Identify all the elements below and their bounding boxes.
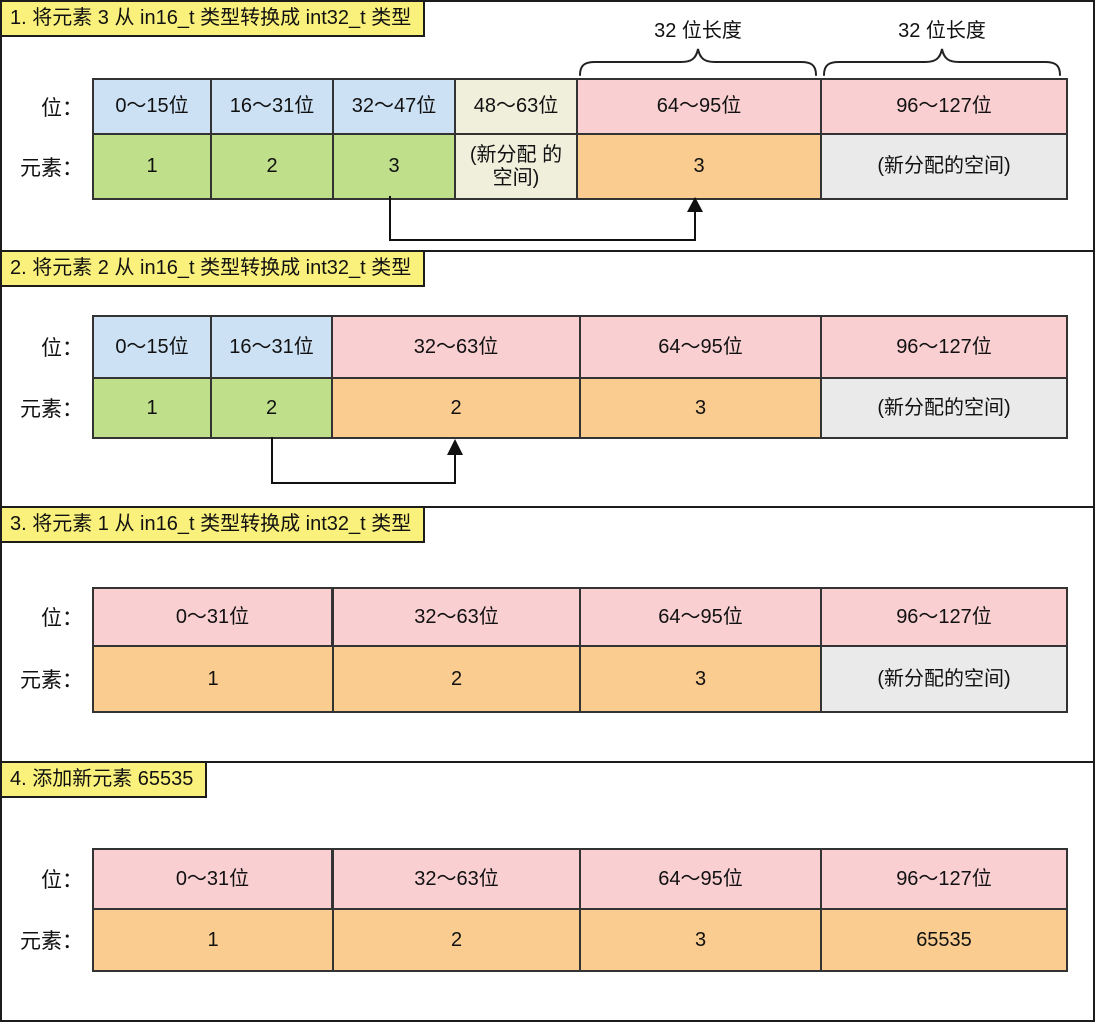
bit-cell: 16～31位: [212, 317, 333, 379]
bit-cell: 32～63位: [334, 589, 581, 647]
section-3-box: 3. 将元素 1 从 in16_t 类型转换成 int32_t 类型 位： 元素…: [0, 506, 1095, 763]
elem-cell: 2: [334, 910, 581, 970]
elem-row-label: 元素：: [20, 398, 83, 421]
bit-cell: 16～31位: [212, 80, 334, 135]
elem-cell: 3: [334, 135, 456, 198]
bit-row-label: 位：: [41, 607, 83, 630]
length-brace-icon: [579, 48, 817, 76]
section-2-box: 2. 将元素 2 从 in16_t 类型转换成 int32_t 类型 位： 元素…: [0, 250, 1095, 508]
elem-cell: (新分配的空间): [822, 135, 1066, 198]
elem-cell: 1: [94, 647, 334, 711]
section-1-title: 1. 将元素 3 从 in16_t 类型转换成 int32_t 类型: [0, 0, 426, 37]
brace-label-right: 32 位长度: [898, 20, 986, 42]
bit-cell: 64～95位: [581, 317, 822, 379]
elem-cell: 3: [581, 379, 822, 437]
elem-cell: (新分配的空间): [822, 379, 1066, 437]
elem-cell: 2: [333, 379, 581, 437]
bit-cell: 32～63位: [334, 850, 581, 910]
bit-cell: 0～31位: [94, 589, 334, 647]
elem-cell: 65535: [822, 910, 1066, 970]
elem-cell: 2: [212, 379, 333, 437]
bit-row-label: 位：: [41, 337, 83, 360]
elem-cell: (新分配 的空间): [456, 135, 578, 198]
bit-row-label: 位：: [41, 96, 83, 120]
memory-table: 0～31位 32～63位 64～95位 96～127位 1 2 3 (新分配的空…: [92, 587, 1068, 713]
bit-cell: 96～127位: [822, 317, 1066, 379]
bit-cell: 96～127位: [822, 80, 1066, 135]
bit-cell: 96～127位: [822, 589, 1066, 647]
memory-table: 0～15位 16～31位 32～47位 48～63位 64～95位 96～127…: [92, 78, 1068, 200]
section-3-title: 3. 将元素 1 从 in16_t 类型转换成 int32_t 类型: [0, 506, 426, 543]
elem-cell: 2: [334, 647, 581, 711]
memory-table: 0～31位 32～63位 64～95位 96～127位 1 2 3 65535: [92, 848, 1068, 972]
elem-cell: 3: [578, 135, 822, 198]
bit-row-label: 位：: [41, 869, 83, 892]
elem-cell: 3: [581, 910, 822, 970]
bit-cell: 0～31位: [94, 850, 334, 910]
elem-cell: 1: [94, 135, 212, 198]
brace-label-left: 32 位长度: [654, 20, 742, 42]
section-2-title: 2. 将元素 2 从 in16_t 类型转换成 int32_t 类型: [0, 250, 426, 287]
elem-cell: 1: [94, 910, 334, 970]
bit-cell: 32～47位: [334, 80, 456, 135]
bit-cell: 32～63位: [333, 317, 581, 379]
bit-cell: 64～95位: [581, 589, 822, 647]
bit-cell: 64～95位: [578, 80, 822, 135]
move-arrow-icon: [389, 196, 703, 241]
bit-cell: 48～63位: [456, 80, 578, 135]
memory-table: 0～15位 16～31位 32～63位 64～95位 96～127位 1 2 2…: [92, 315, 1068, 439]
elem-row-label: 元素：: [20, 930, 83, 953]
move-arrow-icon: [271, 437, 463, 484]
elem-cell: 3: [581, 647, 822, 711]
bit-cell: 0～15位: [94, 80, 212, 135]
bit-cell: 96～127位: [822, 850, 1066, 910]
elem-cell: 2: [212, 135, 334, 198]
bit-cell: 0～15位: [94, 317, 212, 379]
section-4-title: 4. 添加新元素 65535: [0, 761, 208, 798]
length-brace-icon: [823, 48, 1061, 76]
section-1-box: 1. 将元素 3 从 in16_t 类型转换成 int32_t 类型 32 位长…: [0, 0, 1095, 252]
section-4-box: 4. 添加新元素 65535 位： 元素： 0～31位 32～63位 64～95…: [0, 761, 1095, 1022]
elem-row-label: 元素：: [20, 669, 83, 692]
elem-cell: 1: [94, 379, 212, 437]
bit-cell: 64～95位: [581, 850, 822, 910]
elem-row-label: 元素：: [20, 156, 83, 180]
elem-cell: (新分配的空间): [822, 647, 1066, 711]
